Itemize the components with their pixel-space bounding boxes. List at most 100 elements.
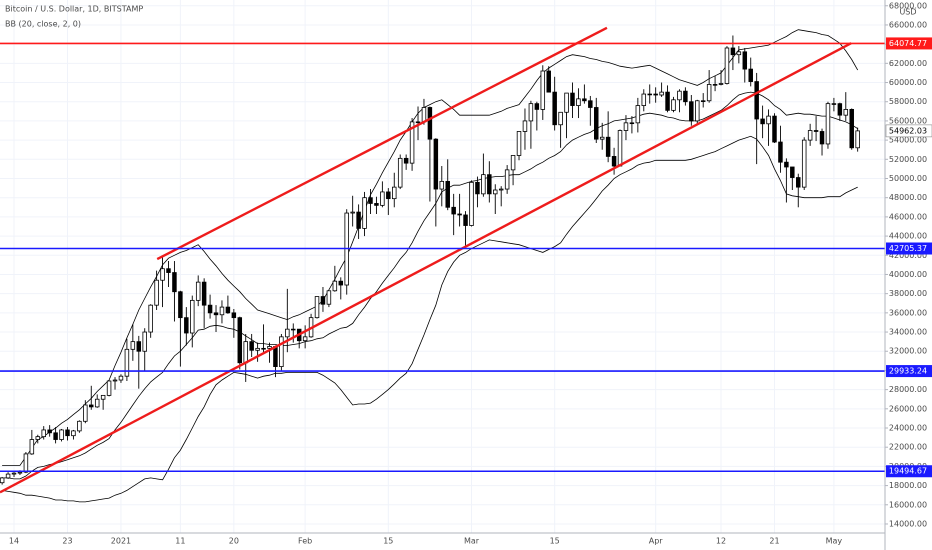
y-tick-label: 54000.00 [889, 136, 927, 145]
y-tick-label: 46000.00 [889, 212, 927, 221]
candle-body [279, 336, 284, 367]
level-label: 19494.67 [889, 467, 927, 476]
candle-body [766, 115, 771, 125]
candle-body [457, 213, 462, 216]
candle-body [83, 404, 88, 422]
candle-body [546, 70, 551, 93]
candle-body [148, 304, 153, 333]
candle-body [837, 103, 843, 116]
candle-body [409, 121, 415, 164]
candle-body [320, 296, 326, 305]
candle-body [47, 429, 52, 434]
candle-body [421, 107, 427, 123]
x-tick-label: Feb [298, 537, 312, 546]
x-tick-label: May [826, 537, 843, 546]
level-tag [886, 242, 932, 255]
candle-body [5, 473, 11, 479]
candle-body [742, 51, 748, 70]
candle-body [528, 103, 534, 122]
x-tick-label: Mar [464, 537, 480, 546]
candle-body [41, 429, 46, 438]
candle-body [647, 93, 652, 96]
candle-body [65, 429, 70, 437]
candle-body [273, 346, 278, 367]
candle-body [302, 336, 308, 342]
candle-body [463, 214, 468, 226]
candle-body [801, 139, 807, 188]
candle-body [166, 268, 171, 273]
candle-body [516, 131, 522, 156]
candle-body [588, 100, 593, 108]
y-tick-label: 58000.00 [889, 97, 927, 106]
candle-body [843, 109, 849, 116]
candle-body [611, 156, 617, 167]
y-tick-label: 26000.00 [889, 404, 927, 413]
level-tag [886, 465, 932, 478]
x-tick-label: 11 [175, 537, 185, 546]
candle-body [487, 174, 492, 195]
candle-body [35, 436, 41, 440]
candle-body [106, 380, 112, 396]
candle-body [154, 279, 159, 306]
level-label: 29933.24 [889, 367, 927, 376]
y-tick-label: 24000.00 [889, 424, 927, 433]
candle-body [53, 432, 58, 440]
y-tick-label: 38000.00 [889, 289, 927, 298]
candle-body [831, 103, 837, 105]
y-tick-label: 22000.00 [889, 443, 927, 452]
candle-body [362, 197, 367, 229]
candle-body [653, 93, 658, 96]
y-tick-label: 14000.00 [889, 519, 927, 528]
candle-body [195, 281, 201, 301]
candle-body [599, 136, 605, 140]
candle-body [558, 111, 563, 126]
candle-body [825, 103, 831, 145]
y-tick-label: 36000.00 [889, 308, 927, 317]
x-tick-label: 14 [9, 537, 19, 546]
candle-body [594, 107, 599, 140]
candle-body [231, 312, 237, 319]
candle-body [677, 90, 682, 101]
candle-body [689, 101, 694, 122]
candle-body [433, 138, 439, 190]
candle-body [124, 348, 130, 377]
candle-body [605, 136, 611, 157]
candle-body [493, 189, 498, 195]
candle-body [683, 90, 688, 103]
candle-body [807, 130, 813, 141]
candle-body [77, 420, 82, 432]
candle-body [94, 398, 100, 408]
x-tick-label: 20 [229, 537, 239, 546]
candle-body [718, 83, 724, 85]
level-tag [886, 365, 932, 378]
candle-body [796, 177, 801, 188]
x-tick-label: 23 [62, 537, 72, 546]
candle-body [617, 130, 623, 167]
candle-body [380, 191, 385, 206]
candle-body [261, 347, 266, 350]
candle-body [760, 118, 765, 125]
candle-body [819, 131, 825, 145]
candle-body [392, 186, 397, 200]
candle-body [813, 130, 819, 132]
trendline [156, 26, 608, 261]
y-tick-label: 32000.00 [889, 347, 927, 356]
y-tick-label: 16000.00 [889, 500, 927, 509]
candle-body [356, 211, 361, 229]
level-label: 64074.77 [889, 39, 927, 48]
candle-body [23, 453, 29, 473]
candle-body [201, 281, 207, 306]
candle-body [849, 109, 854, 149]
candle-body [534, 103, 540, 110]
x-tick-label: 2021 [111, 537, 131, 546]
candle-body [17, 471, 23, 474]
candle-body [255, 347, 260, 351]
level-tag [886, 37, 932, 50]
candle-body [623, 122, 629, 131]
candle-body [475, 181, 480, 195]
candle-body [142, 331, 147, 352]
candle-body [190, 299, 195, 334]
candle-body [71, 430, 76, 437]
